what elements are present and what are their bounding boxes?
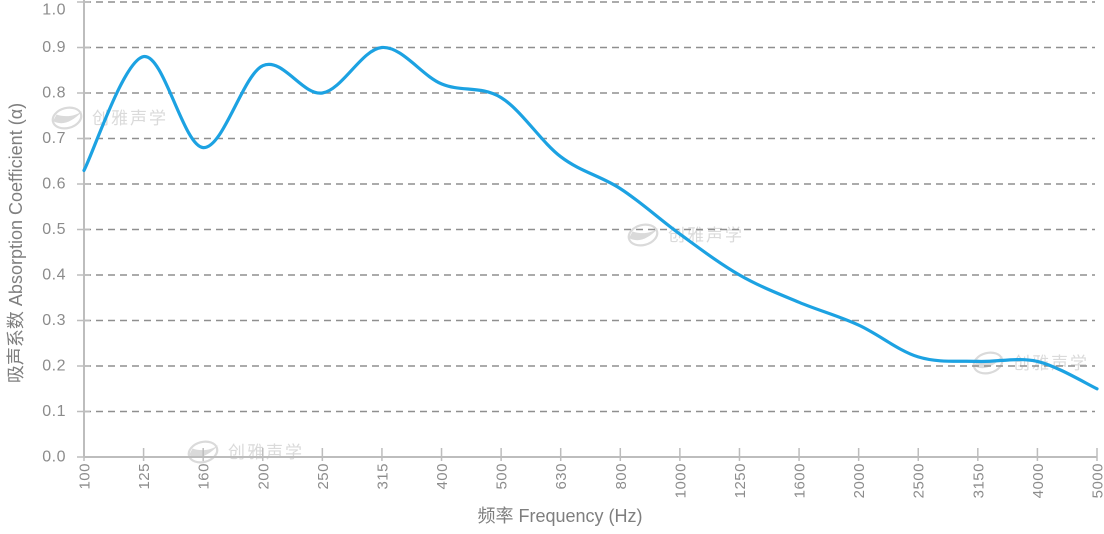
x-tick-labels: 100 125 160 200 250 315 400 500 630 800 1000 1250 16…: [77, 463, 1104, 498]
watermark-text: 创雅声学: [92, 109, 168, 128]
watermark-swoosh-icon: [53, 111, 83, 124]
x-axis-title: 频率 Frequency (Hz): [477, 506, 642, 526]
watermark: 创雅声学: [972, 351, 1089, 375]
watermark-text: 创雅声学: [1013, 354, 1089, 373]
x-tick-label: 125: [136, 463, 153, 490]
y-axis-title: 吸声系数 Absorption Coefficient (α): [6, 103, 26, 383]
x-tick-label: 5000: [1090, 463, 1104, 498]
x-tick-label: 100: [77, 463, 94, 490]
watermark-logo-icon: [51, 106, 83, 130]
watermark-text: 创雅声学: [228, 443, 304, 462]
watermark: 创雅声学: [187, 440, 304, 464]
y-tick-label: 0.1: [42, 403, 66, 420]
y-tick-labels: 0.0 0.1 0.2 0.3 0.4 0.5 0.6 0.7 0.8 0.9 1.0: [42, 2, 66, 466]
y-tick-label: 0.4: [42, 267, 66, 284]
x-tick-label: 2500: [911, 463, 928, 498]
y-tick-label: 0.2: [42, 358, 66, 375]
x-tick-label: 400: [434, 463, 451, 490]
watermark: 创雅声学: [627, 223, 742, 247]
y-tick-label: 1.0: [42, 2, 66, 19]
x-tick-label: 630: [553, 463, 570, 490]
y-tick-label: 0.6: [42, 176, 66, 193]
y-tick-label: 0.7: [42, 130, 66, 147]
x-tick-label: 1600: [792, 463, 809, 498]
axes: [77, 0, 1098, 461]
y-tick-label: 0.0: [42, 449, 66, 466]
y-tick-label: 0.3: [42, 312, 66, 329]
absorption-curve: [82, 45, 1099, 391]
y-tick-label: 0.8: [42, 85, 66, 102]
x-tick-label: 315: [374, 463, 391, 490]
y-tick-label: 0.9: [42, 39, 66, 56]
watermark-logo-icon: [627, 223, 659, 247]
x-tick-label: 500: [494, 463, 511, 490]
x-tick-label: 4000: [1030, 463, 1047, 498]
x-tick-label: 2000: [851, 463, 868, 498]
x-tick-label: 800: [613, 463, 630, 490]
y-tick-label: 0.5: [42, 221, 66, 238]
x-tick-label: 1250: [732, 463, 749, 498]
watermark: 创雅声学: [51, 106, 168, 130]
x-tick-label: 3150: [970, 463, 987, 498]
x-tick-label: 200: [255, 463, 272, 490]
x-tick-label: 1000: [672, 463, 689, 498]
x-tick-label: 160: [196, 463, 213, 490]
gridlines: [84, 1, 1095, 413]
watermark-logo-icon: [187, 440, 219, 464]
watermark-swoosh-icon: [629, 228, 659, 241]
x-tick-label: 250: [315, 463, 332, 490]
